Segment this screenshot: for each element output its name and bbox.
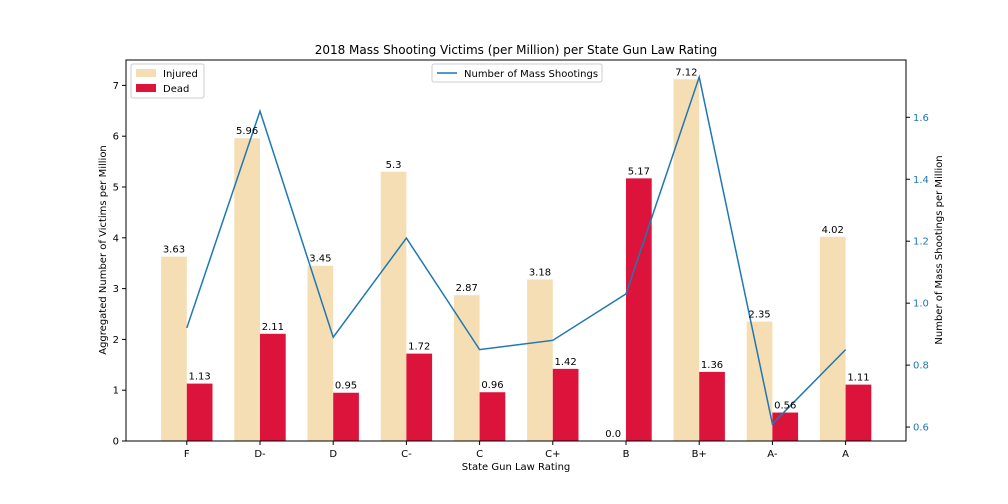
x-tick-label-B+: B+ bbox=[692, 449, 707, 460]
data-label-injured-D-: 5.96 bbox=[236, 126, 258, 137]
x-tick-label-A: A bbox=[842, 449, 849, 460]
bar-dead-C+ bbox=[552, 368, 579, 441]
bar-dead-D bbox=[333, 392, 359, 441]
legend-swatch-dead bbox=[136, 84, 156, 92]
y2-tick-label-0.6: 0.6 bbox=[913, 423, 929, 434]
data-label-dead-C: 0.96 bbox=[481, 380, 503, 391]
data-label-injured-C-: 5.3 bbox=[386, 160, 402, 171]
x-tick-label-D-: D- bbox=[254, 449, 266, 460]
line-group bbox=[186, 74, 847, 426]
bar-dead-A- bbox=[772, 412, 799, 441]
bar-injured-B+ bbox=[673, 79, 700, 441]
legend-label-injured: Injured bbox=[163, 69, 198, 80]
chart-title: 2018 Mass Shooting Victims (per Million)… bbox=[315, 43, 718, 57]
data-label-dead-F: 1.13 bbox=[189, 372, 211, 383]
y-tick-label-2: 2 bbox=[113, 335, 119, 346]
bar-injured-C+ bbox=[527, 279, 553, 441]
y-tick-label-3: 3 bbox=[113, 284, 119, 295]
bar-dead-C bbox=[479, 392, 506, 441]
bar-injured-D bbox=[307, 265, 334, 441]
x-tick-label-C: C bbox=[476, 449, 483, 460]
data-label-injured-D: 3.45 bbox=[309, 254, 331, 265]
legend-line: Number of Mass Shootings bbox=[431, 63, 603, 83]
bar-dead-B+ bbox=[699, 371, 725, 441]
data-label-injured-C: 2.87 bbox=[456, 283, 478, 294]
bar-injured-A bbox=[819, 236, 846, 441]
y-axis-title: Aggregated Number of Victims per Million bbox=[98, 145, 109, 355]
data-label-injured-B+: 7.12 bbox=[675, 67, 697, 78]
x-tick-label-A-: A- bbox=[767, 449, 778, 460]
y-axis-right: 0.6 0.8 1.0 1.2 1.4 1.6 bbox=[906, 113, 929, 434]
x-axis-title: State Gun Law Rating bbox=[462, 462, 571, 473]
data-label-injured-A-: 2.35 bbox=[748, 310, 770, 321]
y2-axis-title: Number of Mass Shootings per Million bbox=[934, 155, 945, 344]
data-label-injured-F: 3.63 bbox=[163, 245, 185, 256]
data-label-dead-C+: 1.42 bbox=[555, 357, 577, 368]
data-label-dead-D: 0.95 bbox=[335, 381, 357, 392]
x-tick-label-B: B bbox=[623, 449, 630, 460]
x-axis: F D- D C- C C+ B B+ A- A bbox=[184, 441, 849, 460]
legend-label-dead: Dead bbox=[163, 84, 189, 95]
data-label-dead-C-: 1.72 bbox=[408, 342, 430, 353]
legend-label-mass-shootings: Number of Mass Shootings bbox=[464, 69, 598, 80]
legend-line-frame bbox=[431, 63, 603, 83]
bar-injured-C- bbox=[380, 171, 407, 441]
line-mass-shootings bbox=[186, 74, 847, 426]
y-tick-label-7: 7 bbox=[113, 81, 119, 92]
bar-injured-A- bbox=[746, 321, 773, 441]
data-label-dead-B+: 1.36 bbox=[701, 360, 723, 371]
y-tick-label-5: 5 bbox=[113, 183, 119, 194]
data-label-injured-A: 4.02 bbox=[822, 225, 844, 236]
data-label-group: 3.63 1.13 5.96 2.11 3.45 0.95 5.3 1.72 2.87 0.96 3… bbox=[163, 67, 870, 440]
y-tick-label-4: 4 bbox=[113, 233, 119, 244]
bar-dead-B bbox=[626, 178, 652, 441]
bar-dead-C- bbox=[406, 353, 433, 441]
y2-tick-label-1.4: 1.4 bbox=[913, 175, 929, 186]
y2-tick-label-0.8: 0.8 bbox=[913, 361, 929, 372]
y-axis-left: 0 1 2 3 4 5 6 7 bbox=[113, 81, 126, 448]
x-tick-label-D: D bbox=[329, 449, 337, 460]
x-tick-label-C+: C+ bbox=[545, 449, 560, 460]
bar-group bbox=[161, 79, 872, 441]
data-label-dead-D-: 2.11 bbox=[262, 322, 284, 333]
data-label-dead-B: 5.17 bbox=[628, 166, 650, 177]
bar-dead-F bbox=[186, 383, 213, 441]
x-tick-label-F: F bbox=[184, 449, 190, 460]
bar-dead-A bbox=[845, 384, 872, 441]
bar-injured-D- bbox=[234, 138, 260, 441]
y2-tick-label-1: 1.0 bbox=[913, 299, 929, 310]
x-tick-label-C-: C- bbox=[401, 449, 412, 460]
y-tick-label-1: 1 bbox=[113, 386, 119, 397]
y2-tick-label-1.6: 1.6 bbox=[913, 113, 929, 124]
data-label-dead-A-: 0.56 bbox=[774, 401, 796, 412]
legend-swatch-injured bbox=[136, 69, 156, 77]
legend-bars: Injured Dead bbox=[130, 63, 205, 99]
y-tick-label-0: 0 bbox=[113, 437, 119, 448]
data-label-injured-C+: 3.18 bbox=[529, 267, 551, 278]
y2-tick-label-1.2: 1.2 bbox=[913, 237, 929, 248]
y-tick-label-6: 6 bbox=[113, 132, 119, 143]
data-label-injured-B: 0.0 bbox=[605, 429, 621, 440]
bar-injured-F bbox=[161, 256, 187, 441]
bar-injured-C bbox=[453, 295, 480, 441]
bar-dead-D- bbox=[260, 333, 286, 441]
plot-frame bbox=[125, 59, 907, 442]
data-label-dead-A: 1.11 bbox=[847, 373, 869, 384]
